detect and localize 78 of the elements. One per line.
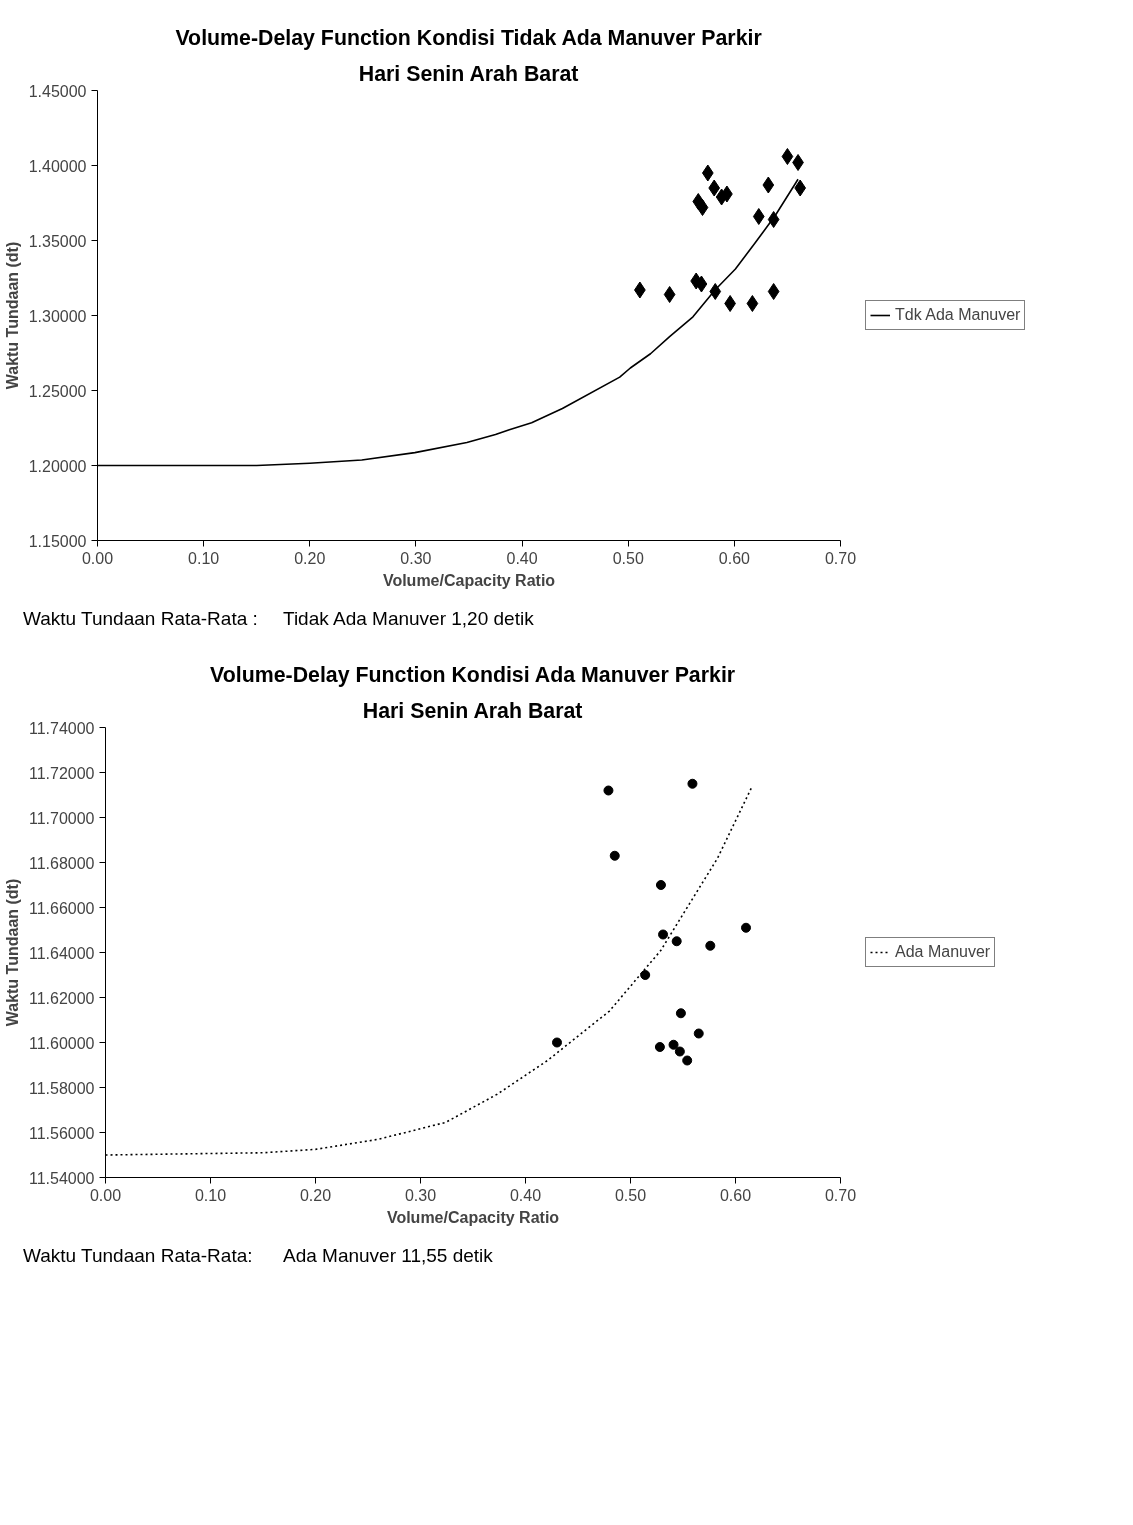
point bbox=[655, 880, 666, 891]
x-tick-label: 0.10 bbox=[188, 549, 220, 567]
point bbox=[696, 199, 709, 216]
x-tick-label: 0.70 bbox=[824, 549, 857, 567]
y-tick-label: 11.68000 bbox=[28, 854, 95, 872]
y-tick-label: 1.25000 bbox=[28, 382, 87, 400]
x-tick-label: 0.40 bbox=[506, 549, 538, 567]
point bbox=[640, 970, 651, 981]
x-axis-title: Volume/Capacity Ratio bbox=[382, 571, 556, 589]
point bbox=[781, 148, 794, 165]
chart-title: Volume-Delay Function Kondisi Tidak Ada Manuver Parkir bbox=[175, 25, 762, 50]
point bbox=[695, 275, 708, 293]
point bbox=[663, 286, 676, 303]
text: Waktu Tundaan Rata-Rata: bbox=[23, 1244, 254, 1269]
point bbox=[708, 179, 721, 197]
point bbox=[552, 1037, 562, 1048]
point bbox=[741, 922, 751, 933]
y-tick-label: 11.62000 bbox=[28, 989, 95, 1007]
text: Waktu Tundaan Rata-Rata : bbox=[23, 607, 259, 631]
x-tick-label: 0.30 bbox=[400, 549, 432, 567]
y-tick-label: 1.45000 bbox=[28, 82, 87, 100]
point bbox=[658, 929, 669, 940]
y-axis-title: Waktu Tundaan (dt) bbox=[3, 878, 21, 1027]
x-tick-label: 0.00 bbox=[81, 549, 114, 567]
x-tick-label: 0.60 bbox=[719, 1186, 752, 1204]
point bbox=[687, 778, 698, 789]
point bbox=[668, 1039, 679, 1050]
point bbox=[693, 1028, 704, 1039]
point bbox=[701, 164, 714, 182]
point bbox=[675, 1008, 686, 1019]
y-tick-label: 1.40000 bbox=[28, 157, 87, 175]
point bbox=[682, 1055, 693, 1066]
x-axis-title: Volume/Capacity Ratio bbox=[386, 1208, 560, 1226]
point bbox=[709, 283, 722, 300]
point bbox=[767, 211, 780, 228]
legend-label: Tdk Ada Manuver bbox=[895, 306, 1021, 324]
point bbox=[724, 295, 736, 312]
point bbox=[654, 1042, 665, 1053]
point bbox=[671, 936, 682, 947]
point bbox=[746, 295, 759, 312]
y-tick-label: 11.54000 bbox=[28, 1169, 95, 1187]
y-tick-label: 11.60000 bbox=[28, 1034, 95, 1052]
point bbox=[762, 176, 775, 194]
chart-subtitle: Hari Senin Arah Barat bbox=[362, 698, 583, 723]
x-tick-label: 0.20 bbox=[299, 1186, 332, 1204]
x-tick-label: 0.50 bbox=[614, 1186, 647, 1204]
y-axis-title: Waktu Tundaan (dt) bbox=[3, 241, 21, 390]
y-tick-label: 11.56000 bbox=[28, 1124, 95, 1142]
y-tick-label: 11.70000 bbox=[28, 809, 95, 827]
x-tick-label: 0.30 bbox=[404, 1186, 437, 1204]
x-tick-label: 0.00 bbox=[89, 1186, 122, 1204]
point bbox=[603, 785, 614, 796]
x-tick-label: 0.70 bbox=[824, 1186, 857, 1204]
y-tick-label: 1.15000 bbox=[28, 532, 87, 550]
chart-subtitle: Hari Senin Arah Barat bbox=[358, 61, 579, 86]
text: Tidak Ada Manuver 1,20 detik bbox=[283, 607, 534, 631]
x-tick-label: 0.60 bbox=[718, 549, 751, 567]
y-tick-label: 11.72000 bbox=[28, 764, 95, 782]
point bbox=[674, 1046, 685, 1057]
y-tick-label: 11.66000 bbox=[28, 899, 95, 917]
chart-title: Volume-Delay Function Kondisi Ada Manuver Parkir bbox=[210, 662, 736, 687]
point bbox=[705, 940, 716, 951]
y-tick-label: 1.30000 bbox=[28, 307, 87, 325]
point bbox=[609, 850, 620, 861]
x-tick-label: 0.20 bbox=[294, 549, 326, 567]
y-tick-label: 11.74000 bbox=[28, 719, 95, 737]
legend-label: Ada Manuver bbox=[895, 943, 991, 962]
y-tick-label: 11.64000 bbox=[28, 944, 95, 962]
x-tick-label: 0.10 bbox=[194, 1186, 227, 1204]
point bbox=[767, 283, 780, 300]
y-tick-label: 1.20000 bbox=[28, 457, 87, 475]
x-tick-label: 0.50 bbox=[612, 549, 644, 567]
y-tick-label: 1.35000 bbox=[28, 232, 87, 250]
y-tick-label: 11.58000 bbox=[28, 1079, 95, 1097]
x-tick-label: 0.40 bbox=[509, 1186, 542, 1204]
text: Ada Manuver 11,55 detik bbox=[283, 1244, 493, 1269]
point bbox=[752, 208, 765, 225]
point bbox=[792, 154, 804, 171]
